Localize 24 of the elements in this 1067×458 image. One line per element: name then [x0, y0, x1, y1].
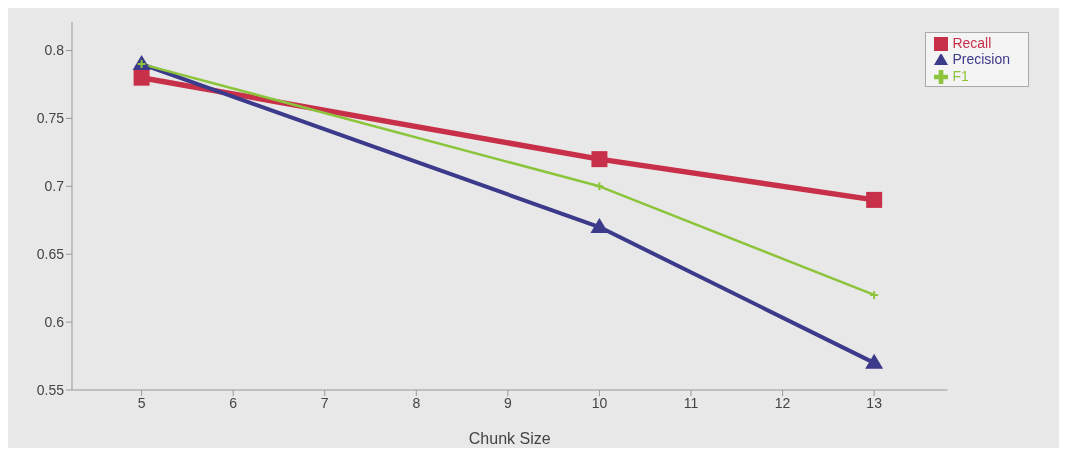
x-axis-title: Chunk Size: [468, 430, 551, 447]
y-tick-label: 0.8: [44, 42, 65, 59]
legend-label: Recall: [952, 35, 992, 51]
x-tick-label: 12: [774, 394, 791, 411]
legend-label: Precision: [952, 51, 1010, 68]
x-tick-label: 8: [412, 394, 421, 411]
point: [133, 69, 150, 86]
x-tick-label: 5: [137, 394, 146, 411]
y-tick-label: 0.6: [44, 314, 65, 331]
legend-label: F1: [952, 67, 969, 84]
x-tick-label: 13: [866, 394, 883, 411]
x-tick-label: 6: [229, 394, 238, 411]
x-tick-label: 11: [683, 394, 699, 411]
point: [591, 151, 608, 168]
y-tick-label: 0.75: [36, 110, 65, 127]
y-tick-label: 0.65: [36, 246, 65, 263]
x-tick-label: 9: [503, 394, 512, 411]
point: [590, 218, 609, 234]
y-tick-label: 0.55: [36, 381, 65, 398]
x-tick-label: 10: [591, 394, 608, 411]
point: [866, 191, 883, 208]
point: [865, 353, 884, 369]
x-tick-label: 7: [320, 394, 329, 411]
y-tick-label: 0.7: [44, 178, 65, 195]
